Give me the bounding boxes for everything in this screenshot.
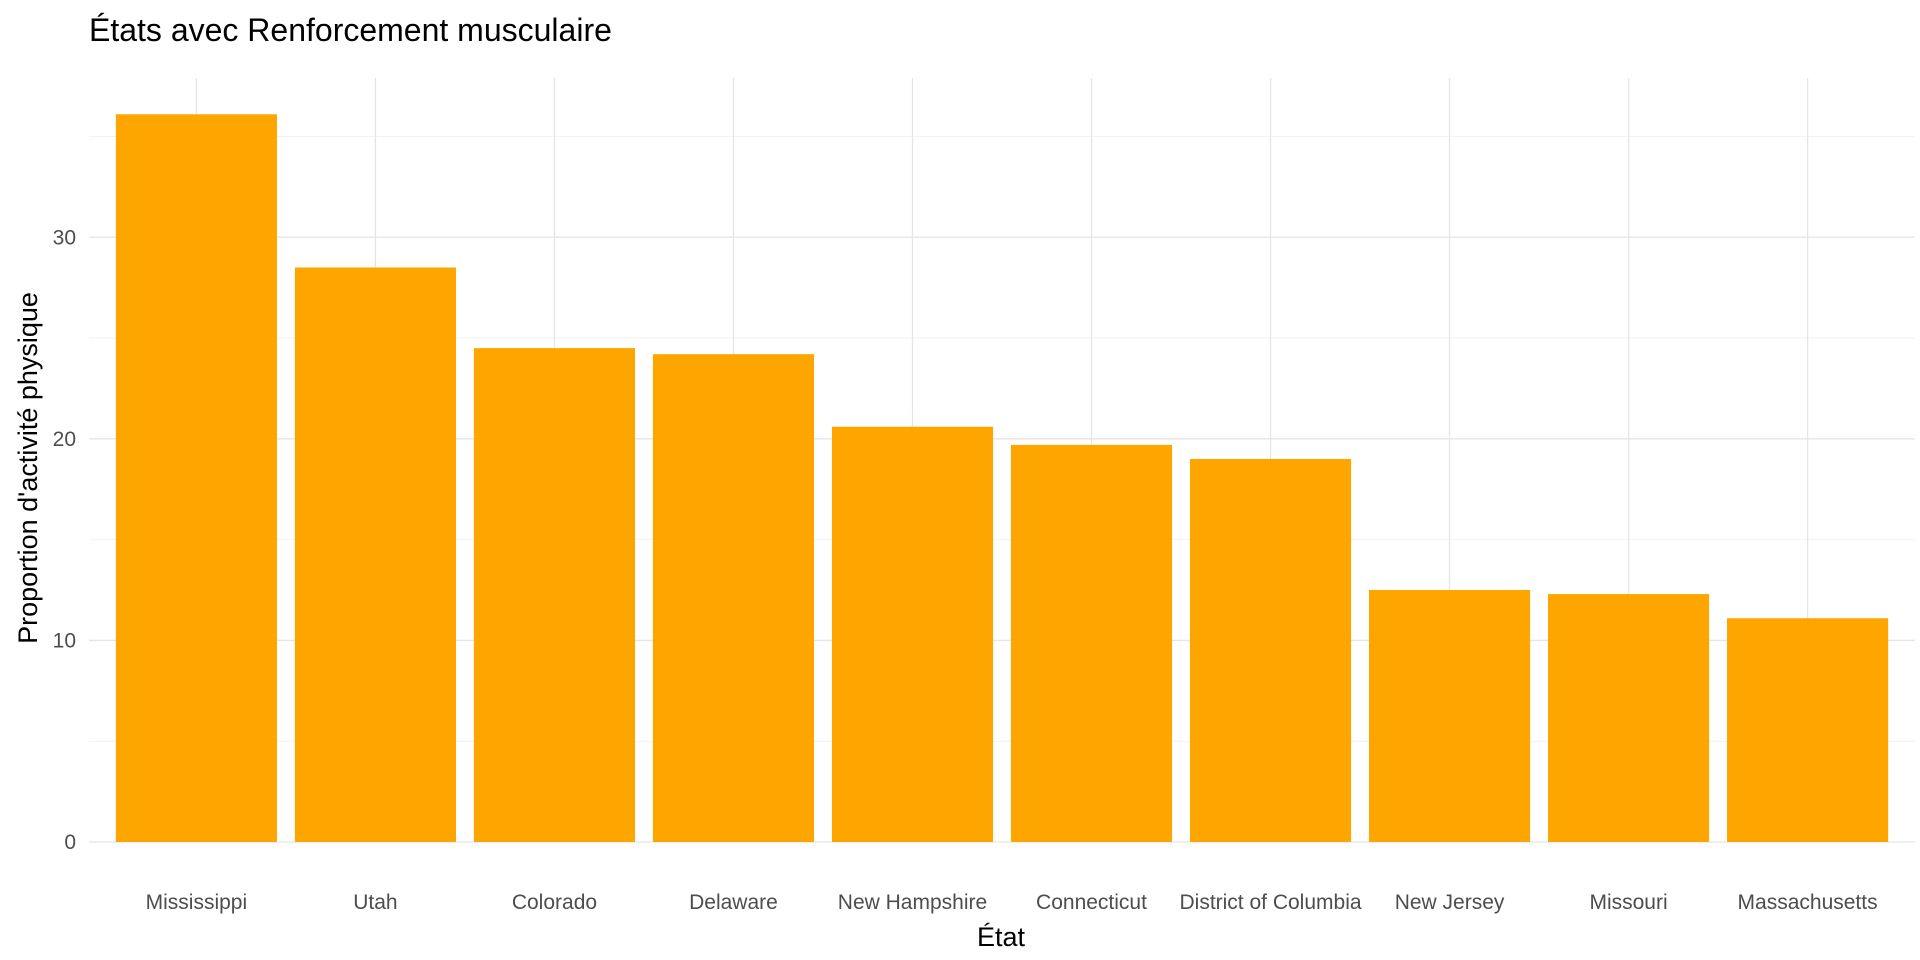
- x-tick-label: Connecticut: [1036, 891, 1147, 914]
- bar-delaware: [652, 354, 815, 842]
- bar-connecticut: [1010, 444, 1173, 842]
- bar-colorado: [473, 348, 636, 842]
- bar-massachusetts: [1727, 618, 1889, 842]
- chart-title: États avec Renforcement musculaire: [89, 12, 612, 48]
- x-axis-tick-labels: Mississippi Utah Colorado Delaware New Hamps…: [146, 891, 1878, 914]
- y-axis-title: Proportion d'activité physique: [13, 292, 43, 644]
- x-tick-label: Missouri: [1589, 891, 1667, 914]
- bars: [115, 114, 1889, 842]
- bar-new-hampshire: [831, 426, 994, 842]
- bar-district-of-columbia: [1189, 458, 1352, 842]
- x-tick-label: District of Columbia: [1179, 891, 1361, 914]
- x-tick-label: Utah: [353, 891, 397, 914]
- bar-missouri: [1548, 594, 1710, 842]
- y-tick-label: 0: [64, 831, 76, 854]
- bar-mississippi: [115, 114, 277, 842]
- y-axis-tick-labels: 0 10 20 30: [53, 226, 76, 854]
- x-tick-label: Colorado: [512, 891, 597, 914]
- y-tick-label: 10: [53, 629, 76, 652]
- bar-utah: [294, 267, 456, 842]
- x-tick-label: New Jersey: [1395, 891, 1505, 914]
- x-tick-label: New Hampshire: [838, 891, 987, 914]
- x-axis-title: État: [977, 922, 1026, 952]
- x-tick-label: Delaware: [689, 891, 778, 914]
- bar-new-jersey: [1368, 590, 1531, 842]
- x-tick-label: Mississippi: [146, 891, 248, 914]
- x-tick-label: Massachusetts: [1738, 891, 1878, 914]
- y-tick-label: 30: [53, 226, 76, 249]
- y-tick-label: 20: [53, 428, 76, 451]
